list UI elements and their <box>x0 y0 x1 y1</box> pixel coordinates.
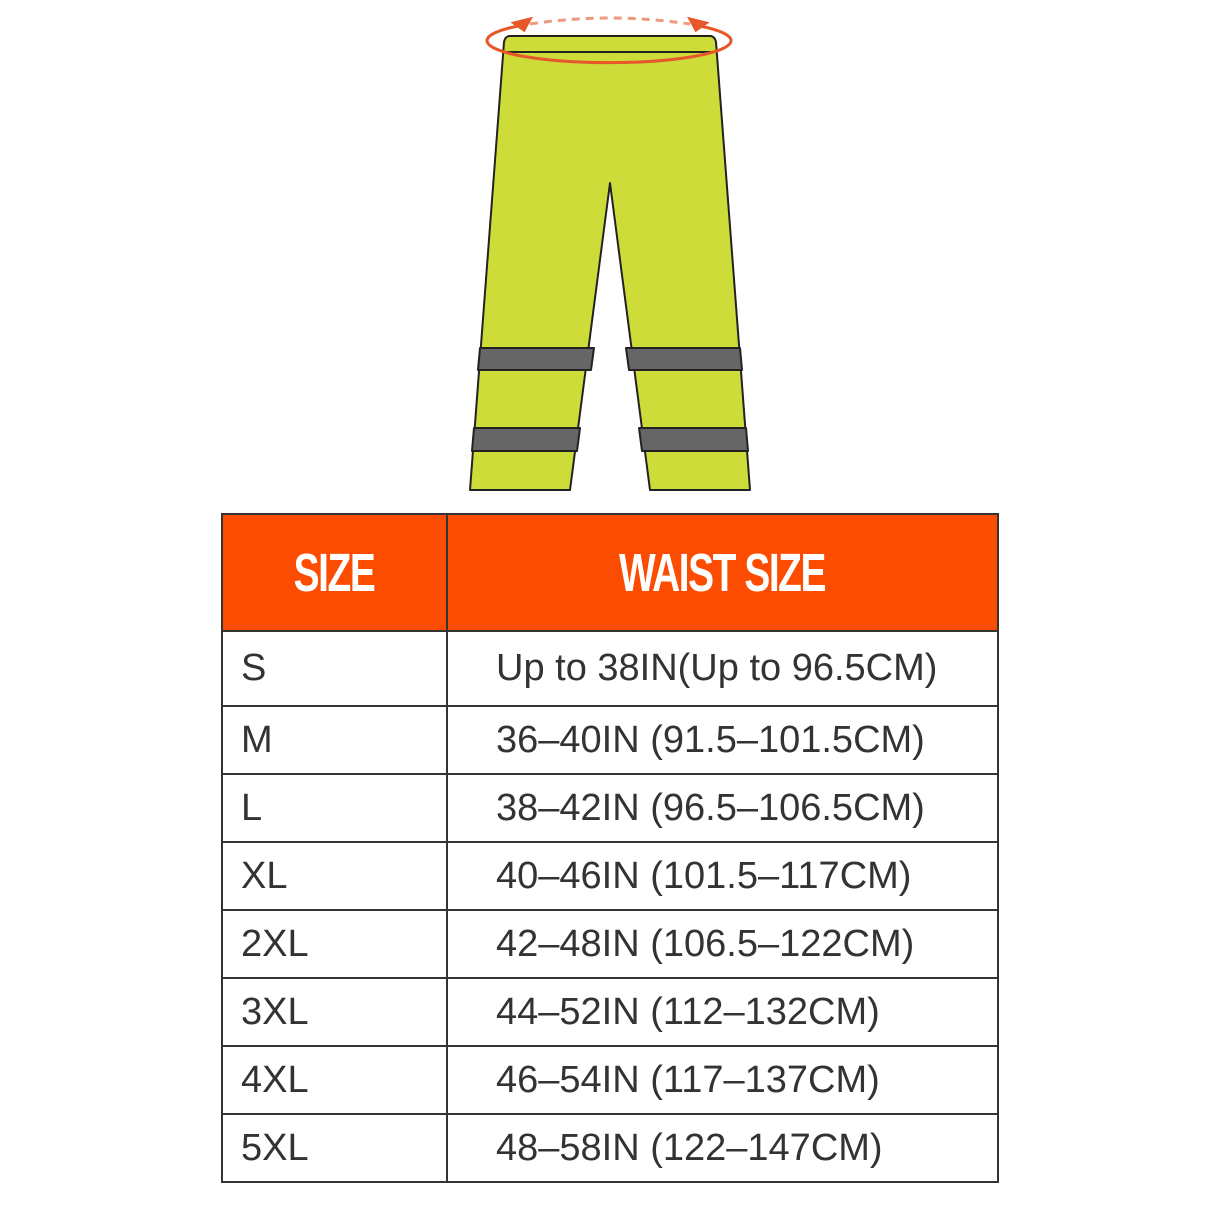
waist-cell: 36–40IN (91.5–101.5CM) <box>446 705 999 775</box>
header-waist-label: WAIST SIZE <box>619 542 827 603</box>
size-cell: 4XL <box>221 1045 448 1115</box>
size-cell: 3XL <box>221 977 448 1047</box>
table-row: 5XL 48–58IN (122–147CM) <box>221 1113 999 1183</box>
size-cell: M <box>221 705 448 775</box>
waist-cell: Up to 38IN(Up to 96.5CM) <box>446 630 999 707</box>
table-row: 4XL 46–54IN (117–137CM) <box>221 1045 999 1115</box>
size-chart-table: SIZE WAIST SIZE S Up to 38IN(Up to 96.5CM… <box>221 513 999 1183</box>
size-cell: XL <box>221 841 448 911</box>
table-header-row: SIZE WAIST SIZE <box>221 513 999 632</box>
header-waist-size: WAIST SIZE <box>446 513 999 632</box>
size-cell: L <box>221 773 448 843</box>
table-row: M 36–40IN (91.5–101.5CM) <box>221 705 999 775</box>
size-cell: 5XL <box>221 1113 448 1183</box>
size-cell: S <box>221 630 448 707</box>
pants-illustration <box>469 16 751 491</box>
table-row: 2XL 42–48IN (106.5–122CM) <box>221 909 999 979</box>
waist-cell: 44–52IN (112–132CM) <box>446 977 999 1047</box>
header-size-label: SIZE <box>294 542 376 603</box>
waist-cell: 48–58IN (122–147CM) <box>446 1113 999 1183</box>
table-row: L 38–42IN (96.5–106.5CM) <box>221 773 999 843</box>
waist-cell: 42–48IN (106.5–122CM) <box>446 909 999 979</box>
waist-cell: 38–42IN (96.5–106.5CM) <box>446 773 999 843</box>
size-cell: 2XL <box>221 909 448 979</box>
table-row: XL 40–46IN (101.5–117CM) <box>221 841 999 911</box>
waist-cell: 46–54IN (117–137CM) <box>446 1045 999 1115</box>
header-size: SIZE <box>221 513 448 632</box>
waist-measure-arrow-icon <box>485 16 733 65</box>
table-row: S Up to 38IN(Up to 96.5CM) <box>221 630 999 707</box>
waist-cell: 40–46IN (101.5–117CM) <box>446 841 999 911</box>
pants-icon <box>469 35 751 491</box>
table-row: 3XL 44–52IN (112–132CM) <box>221 977 999 1047</box>
